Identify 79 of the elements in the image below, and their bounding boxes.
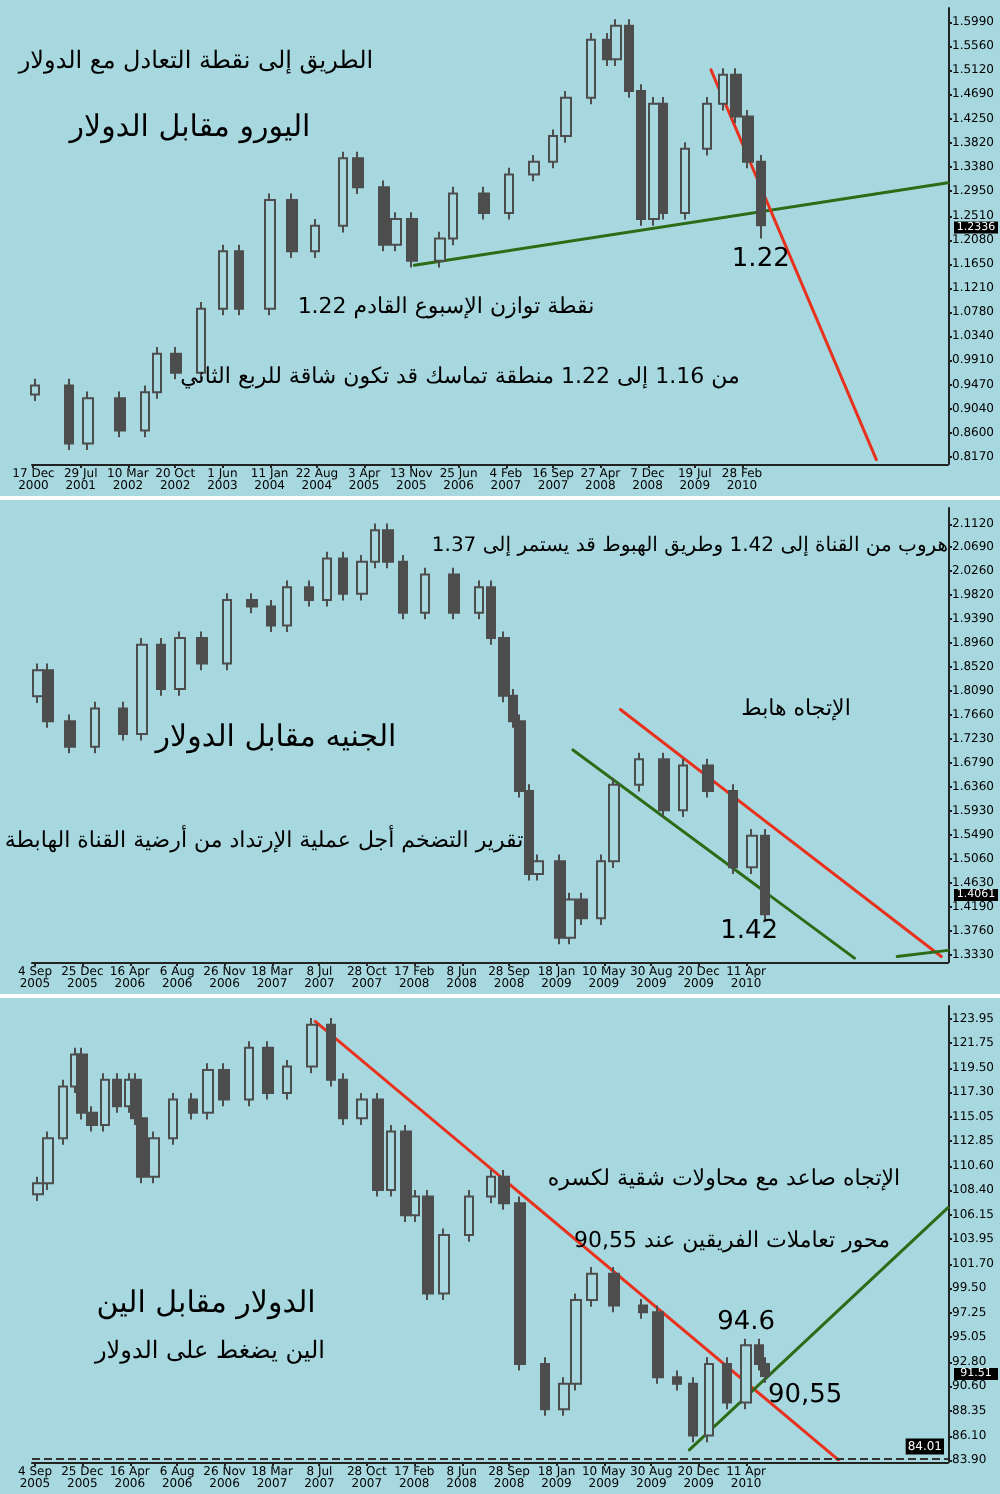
candlestick — [678, 757, 688, 818]
candlestick — [282, 579, 292, 634]
candlestick — [322, 550, 332, 608]
candlestick — [286, 192, 298, 259]
candlestick — [420, 566, 430, 621]
candlestick — [246, 592, 258, 615]
candlestick — [64, 377, 74, 452]
candlestick — [652, 1304, 664, 1385]
candlestick — [722, 1356, 732, 1411]
annotation: هروب من القناة إلى 1.42 وطريق الهبوط قد يستمر إلى 1.37 — [431, 535, 949, 557]
candlestick — [464, 1188, 474, 1243]
candlestick — [680, 141, 690, 221]
candlestick — [310, 218, 320, 259]
candlestick — [728, 783, 738, 875]
candlestick — [528, 153, 540, 183]
candlestick — [608, 1266, 620, 1314]
candlestick — [266, 598, 276, 634]
candlestick — [702, 757, 714, 799]
annotation: محور تعاملات الفريقين عند 90,55 — [573, 1227, 891, 1253]
candlestick — [282, 1058, 292, 1101]
candlestick — [638, 1297, 648, 1320]
candlestick — [634, 751, 644, 793]
candlestick — [118, 700, 128, 742]
candlestick — [222, 592, 232, 672]
candlestick — [438, 1227, 450, 1302]
candlestick — [352, 150, 364, 195]
text: الطريق إلى نقطة التعادل مع الدولار — [16, 46, 374, 74]
annotation: 90,55 — [767, 1379, 843, 1410]
annotation: نقطة توازن الإسبوع القادم 1.22 — [297, 293, 595, 319]
text: اليورو مقابل الدولار — [67, 108, 311, 144]
candlestick — [304, 579, 314, 608]
text: الدولار مقابل الين — [96, 1284, 316, 1320]
candlestick — [64, 713, 76, 755]
candlestick — [338, 550, 348, 602]
candlestick — [514, 1195, 526, 1372]
candlestick — [504, 166, 514, 221]
candlestick — [398, 554, 408, 621]
candlestick — [196, 630, 208, 672]
candlestick — [168, 1092, 178, 1146]
candlestick — [262, 1040, 274, 1101]
text: الين يضغط على الدولار — [93, 1336, 325, 1364]
candlestick — [478, 185, 490, 221]
candlestick — [448, 566, 460, 621]
candlestick — [136, 637, 148, 742]
annotation: 1.42 — [720, 915, 779, 946]
candlestick — [174, 630, 186, 697]
candlestick — [30, 377, 40, 403]
text: الجنيه مقابل الدولار — [153, 718, 397, 754]
candlestick — [658, 751, 670, 818]
candlestick — [244, 1040, 254, 1108]
annotation: من 1.16 إلى 1.22 منطقة تماسك قد تكون شاقة للربع الثاني — [180, 363, 740, 389]
candlestick — [540, 1356, 550, 1417]
annotation: الإتجاه هابط — [741, 695, 851, 721]
annotation: 94.6 — [717, 1306, 776, 1337]
candlestick — [90, 700, 100, 755]
candlestick — [218, 1062, 230, 1108]
candlestick — [586, 32, 596, 106]
annotation: الإتجاه صاعد مع محاولات شقية لكسره — [547, 1165, 901, 1191]
candlestick — [114, 390, 126, 439]
candlestick — [82, 390, 94, 452]
candlestick — [202, 1062, 214, 1121]
candlestick — [702, 96, 712, 157]
candlestick — [188, 1092, 198, 1121]
candlestick — [234, 243, 244, 317]
candlestick — [170, 346, 182, 381]
candlestick — [156, 637, 166, 697]
candlestick — [688, 1376, 698, 1444]
candlestick — [338, 150, 348, 234]
candlestick — [400, 1123, 412, 1223]
candlestick — [356, 1092, 368, 1126]
annotation: تقرير التضخم أجل عملية الإرتداد من أرضية القناة الهابطة — [4, 825, 524, 853]
candlestick — [218, 243, 228, 317]
candlestick — [306, 1017, 318, 1075]
candlestick — [264, 192, 276, 317]
candlestick — [586, 1266, 598, 1308]
candlestick — [406, 211, 418, 269]
annotation: 1.22 — [731, 243, 790, 274]
candlestick — [672, 1369, 682, 1392]
candlestick — [704, 1356, 714, 1444]
